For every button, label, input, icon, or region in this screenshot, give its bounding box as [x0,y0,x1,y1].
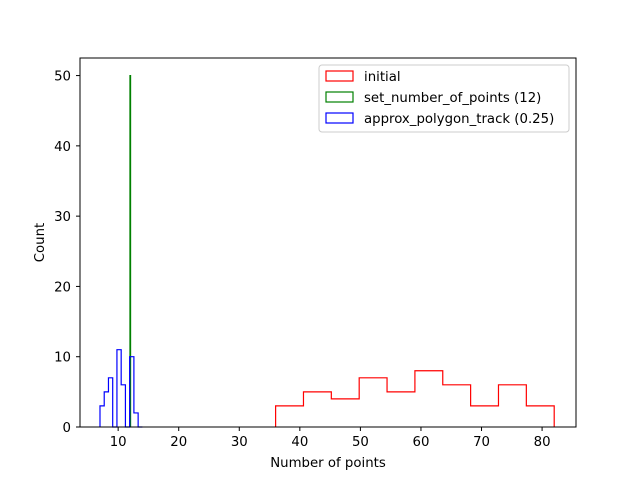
x-tick-label: 80 [534,435,551,450]
legend-swatch [325,112,354,124]
histogram-series-1 [129,74,132,427]
x-tick-label: 40 [291,435,308,450]
x-tick-label: 20 [170,435,187,450]
y-tick-label: 40 [54,140,71,155]
x-tick-label: 10 [110,435,127,450]
y-tick-label: 20 [54,280,71,295]
histogram-series-0 [275,370,555,427]
y-tick-label: 0 [63,421,71,436]
histogram-series-2 [99,349,143,428]
y-axis-ticks: 0 10 20 30 40 50 [54,70,80,436]
x-axis-title: Number of points [270,456,386,471]
plot-frame [79,57,577,428]
y-tick-label: 30 [54,210,71,225]
legend-label: set_number_of_points (12) [364,91,541,106]
x-tick-label: 30 [231,435,248,450]
y-tick-label: 50 [54,70,71,85]
x-tick-label: 60 [413,435,430,450]
x-tick-label: 70 [473,435,490,450]
y-tick-label: 10 [54,351,71,366]
legend-swatch [325,91,354,103]
y-axis-title: Count [33,223,48,263]
legend-label: initial [364,70,401,85]
series-layer [99,74,555,428]
legend-swatch [325,70,354,82]
x-axis-ticks: 10 20 30 40 50 60 70 80 [110,427,551,450]
x-tick-label: 50 [352,435,369,450]
legend: initial set_number_of_points (12) approx_p… [318,64,570,133]
legend-label: approx_polygon_track (0.25) [364,112,554,127]
legend-box [318,64,570,133]
